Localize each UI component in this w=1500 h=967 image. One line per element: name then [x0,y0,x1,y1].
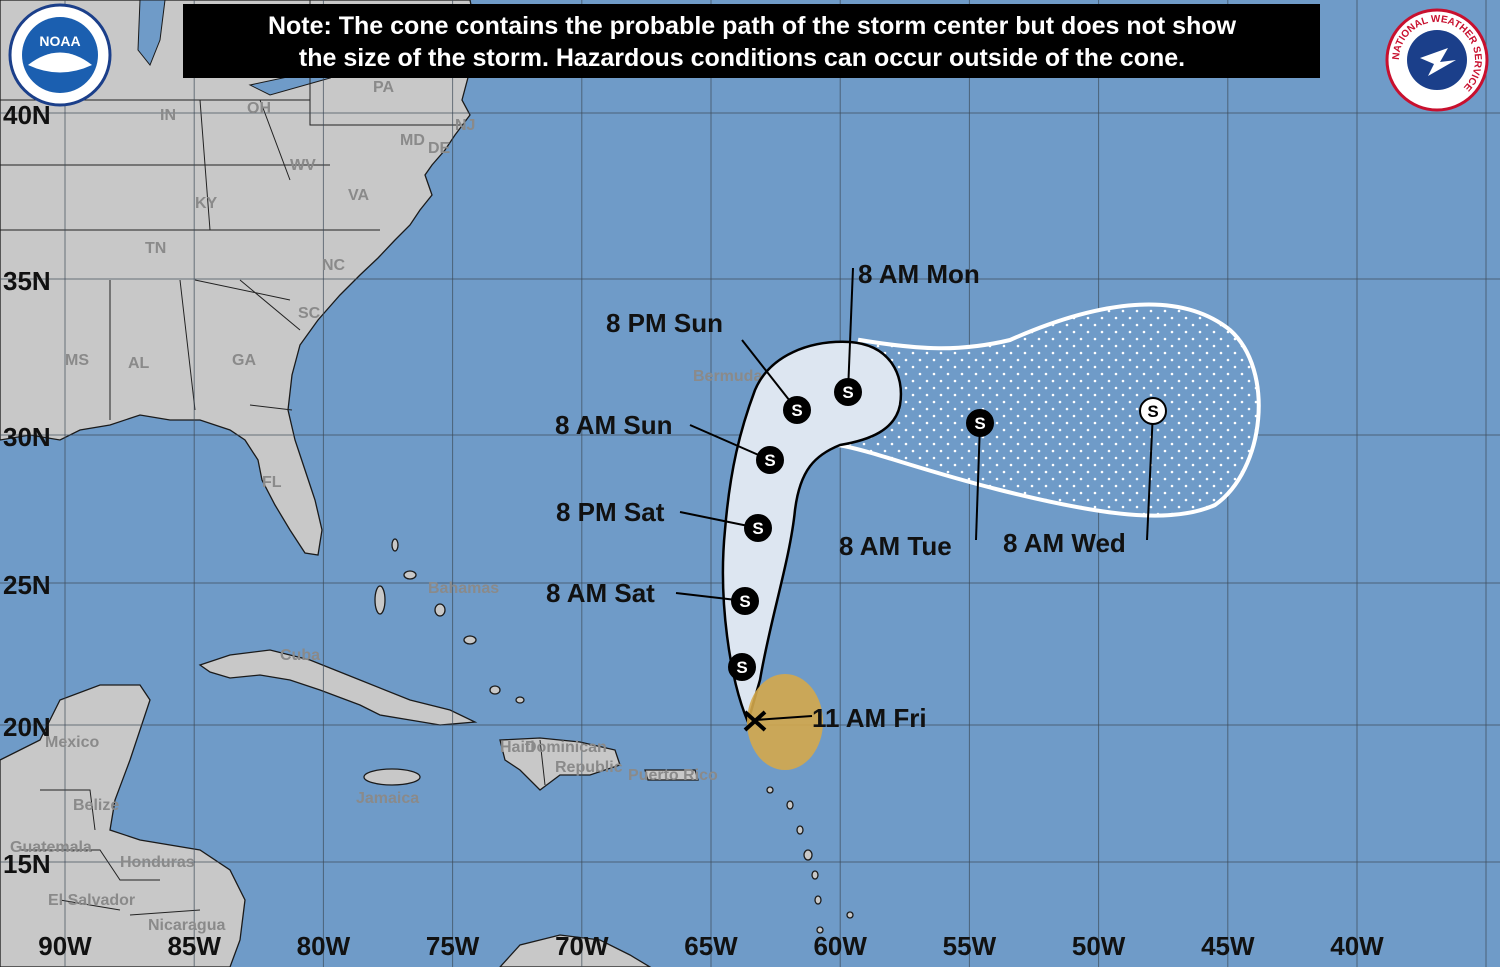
forecast-label: 11 AM Fri [812,703,927,733]
place-label: Republic [555,759,623,776]
place-label: MD [400,132,425,149]
lon-label: 90W [38,931,92,961]
lat-label: 30N [3,422,51,452]
place-label: KY [195,195,218,212]
lon-label: 80W [297,931,351,961]
lat-label: 25N [3,570,51,600]
place-label: TN [145,240,166,257]
place-label: Belize [73,797,119,814]
place-label: Nicaragua [148,917,225,934]
place-label: El Salvador [48,892,135,909]
forecast-point [966,409,994,437]
place-label: NC [322,257,346,274]
place-label: Jamaica [356,790,419,807]
lon-label: 60W [813,931,867,961]
note-line: the size of the storm. Hazardous conditi… [299,44,1185,72]
place-label: AL [128,355,150,372]
place-label: SC [298,305,321,322]
place-label: Bermuda [693,368,762,385]
place-label: Honduras [120,854,195,871]
place-label: PA [373,79,394,96]
place-label: NJ [455,117,475,134]
lat-label: 15N [3,849,51,879]
leader-line [741,339,798,411]
storm-symbol: S [736,658,747,677]
forecast-point [731,587,759,615]
forecast-label: 8 AM Tue [839,531,952,561]
lon-label: 75W [426,931,480,961]
nws-logo: NATIONAL WEATHER SERVICE [1385,8,1489,112]
lon-label: 50W [1072,931,1126,961]
current-position [743,710,767,732]
note-line: Note: The cone contains the probable pat… [268,12,1237,40]
forecast-point [834,378,862,406]
storm-symbol: S [1147,402,1158,421]
forecast-label: 8 AM Wed [1003,528,1126,558]
forecast-label: 8 AM Sun [555,410,672,440]
leader-line [975,422,981,541]
leader-line [1146,410,1154,541]
storm-symbol: S [752,519,763,538]
forecast-point [728,653,756,681]
leader-line [689,424,771,461]
storm-symbol: S [974,414,985,433]
wind-field [747,674,823,770]
lon-label: 65W [684,931,738,961]
forecast-point [756,446,784,474]
storm-symbol: S [764,451,775,470]
lat-label: 20N [3,712,51,742]
lon-label: 40W [1330,931,1384,961]
place-label: FL [262,474,282,491]
forecast-label: 8 PM Sun [606,308,723,338]
place-label: MS [65,352,89,369]
place-label: VA [348,187,369,204]
place-labels: IN OH PA NJ MD DE WV VA KY TN NC SC MS AL GA FL Bermuda B… [10,79,762,934]
lon-label: 70W [555,931,609,961]
place-label: IN [160,107,176,124]
place-label: GA [232,352,256,369]
storm-symbol: S [791,401,802,420]
storm-symbol: S [842,383,853,402]
lon-label: 85W [167,931,221,961]
leader-line [847,267,854,393]
note-box: Note: The cone contains the probable pat… [183,4,1320,78]
forecast-point [783,396,811,424]
place-label: Haiti [500,739,535,756]
place-label: Puerto Rico [628,767,718,784]
place-label: Mexico [45,734,99,751]
lon-label: 55W [943,931,997,961]
place-label: Guatemala [10,839,92,856]
place-label: OH [247,100,271,117]
lat-label: 35N [3,266,51,296]
land [0,0,854,967]
place-label: DE [428,140,451,157]
noaa-text: NOAA [39,33,80,49]
place-label: Dominican [525,739,607,756]
forecast-label: 8 AM Sat [546,578,655,608]
forecast-point [1139,397,1167,425]
track: 11 AM Fri 8 AM Sat 8 PM Sat 8 AM Sun 8 PM Su… [546,259,1167,733]
lon-label: 45W [1201,931,1255,961]
forecast-label: 8 AM Mon [858,259,980,289]
forecast-label: 8 PM Sat [556,497,665,527]
forecast-cone [721,302,1261,726]
lat-label: 40N [3,100,51,130]
leader-line [754,715,813,721]
storm-symbol: S [739,592,750,611]
place-label: WV [290,157,316,174]
noaa-logo: NOAA [8,3,112,107]
place-label: Bahamas [428,580,499,597]
forecast-point [744,514,772,542]
place-label: Cuba [280,647,320,664]
